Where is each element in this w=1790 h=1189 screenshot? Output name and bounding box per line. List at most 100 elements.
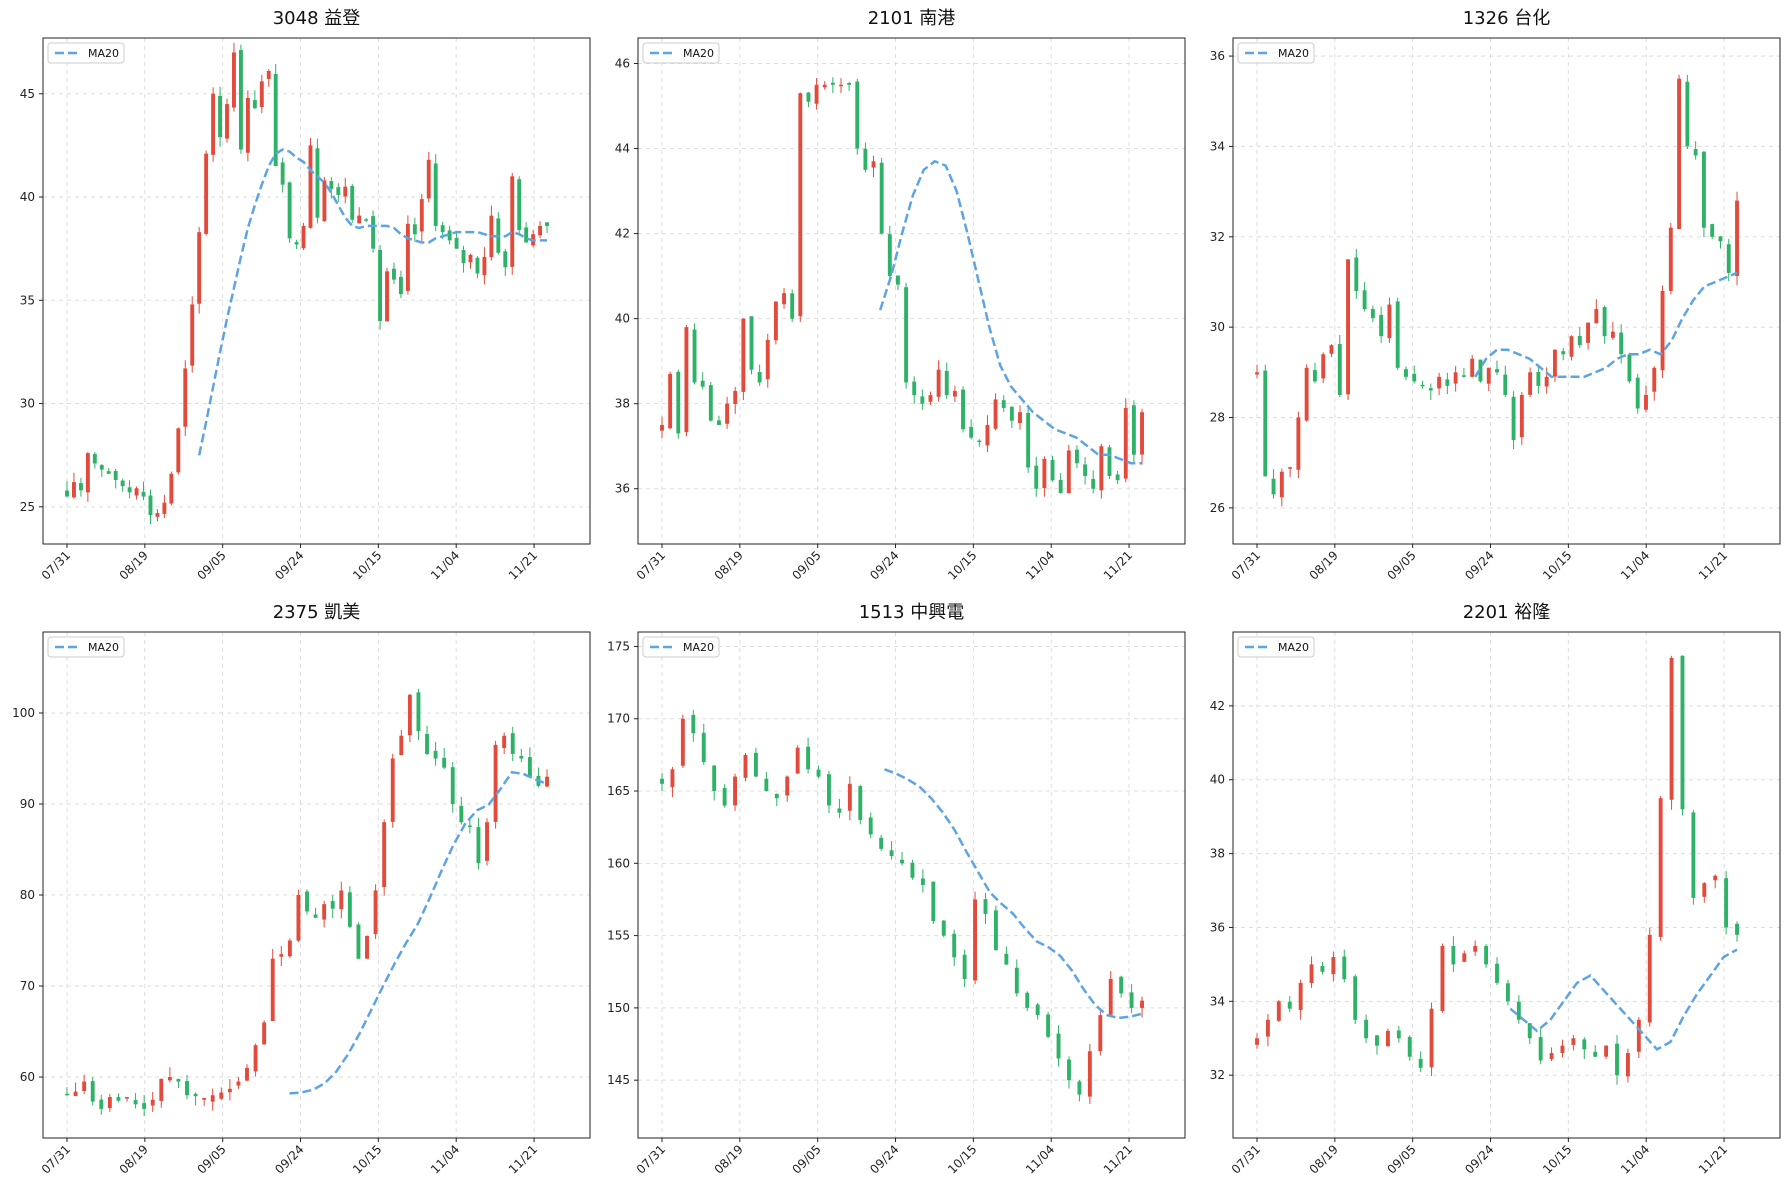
chart-title: 1326 台化 [1463, 8, 1551, 29]
candle-body [773, 301, 778, 341]
candle-body [1701, 151, 1706, 228]
legend-box [642, 636, 720, 658]
x-tick-label: 11/21 [1101, 548, 1135, 582]
candle-body [944, 370, 949, 396]
candle [1056, 1025, 1061, 1067]
candle-body [476, 827, 481, 864]
candle [1511, 391, 1516, 449]
candle-body [183, 368, 188, 427]
candle [343, 177, 348, 204]
candle-body [1625, 1053, 1630, 1077]
candle [1668, 222, 1673, 295]
candle [1602, 305, 1607, 344]
y-tick-label: 70 [20, 979, 35, 993]
candle [962, 949, 967, 988]
candle [1593, 1045, 1598, 1058]
candle-body [90, 1081, 95, 1102]
candle-body [1025, 992, 1030, 1008]
x-tick-label: 08/19 [1307, 548, 1341, 582]
candle [733, 386, 738, 414]
candle-body [475, 257, 480, 274]
candle-body [1461, 375, 1466, 377]
plot-frame [1232, 37, 1781, 545]
x-tick-label: 11/21 [506, 548, 540, 582]
candle-body [150, 1099, 155, 1106]
x-tick-label: 09/05 [194, 1142, 228, 1176]
candle [459, 796, 464, 825]
candle-body [365, 935, 369, 959]
candle [782, 287, 786, 309]
candle-body [1263, 370, 1268, 477]
candle [969, 419, 974, 440]
candle-body [692, 329, 697, 383]
candle [879, 834, 884, 852]
candle [1354, 248, 1359, 299]
candle [1693, 141, 1698, 160]
candle [148, 489, 153, 525]
candle-body [329, 181, 334, 189]
y-tick-label: 34 [1210, 139, 1225, 153]
candle-body [190, 304, 195, 366]
candle [485, 818, 489, 866]
candle-body [1702, 883, 1707, 897]
candle [183, 360, 188, 436]
candle [1735, 191, 1739, 286]
candle [127, 480, 132, 499]
x-tick-label: 09/24 [867, 548, 901, 582]
candle [1123, 398, 1128, 483]
candle-body [1329, 345, 1334, 354]
candle [347, 886, 352, 929]
candle-body [712, 765, 717, 792]
candle-body [900, 859, 904, 864]
candle-body [1724, 878, 1729, 928]
candle-body [1083, 464, 1088, 476]
candle-body [1484, 946, 1489, 965]
candle [398, 270, 403, 299]
candle [65, 1087, 69, 1096]
candle-body [700, 380, 705, 387]
x-tick-label: 10/15 [1540, 1142, 1574, 1176]
candle-body [1042, 458, 1047, 489]
ma20-line [884, 768, 1143, 1020]
candle-body [440, 225, 445, 233]
candle-body [253, 1045, 258, 1072]
plot-frame [1232, 631, 1781, 1139]
candle-body [1602, 307, 1607, 337]
candle-body [757, 372, 762, 383]
candle [1718, 235, 1723, 249]
candle-body [493, 744, 498, 822]
candle [461, 245, 466, 273]
candle [733, 773, 737, 811]
candle [1691, 810, 1696, 905]
candle [517, 176, 522, 234]
candle [356, 922, 361, 960]
candle [467, 819, 472, 834]
candle [863, 142, 868, 173]
candle-body [785, 776, 790, 796]
candle [280, 157, 285, 193]
candle [405, 215, 410, 295]
candle-body [1713, 875, 1718, 881]
candle [1046, 1011, 1051, 1039]
candle-body [1519, 394, 1524, 438]
candle [1009, 406, 1014, 429]
candle-body [1560, 1045, 1565, 1053]
y-tick-label: 100 [12, 706, 35, 720]
x-tick-label: 09/05 [194, 548, 228, 582]
candle-body [347, 892, 352, 927]
candle [197, 227, 202, 314]
candle [795, 745, 800, 774]
x-tick-label: 07/31 [634, 548, 668, 582]
candle-body [116, 1097, 121, 1101]
candle-body [1108, 978, 1113, 1015]
candle [294, 239, 299, 249]
candle [895, 275, 900, 291]
x-tick-label: 10/15 [945, 548, 979, 582]
candle [931, 881, 936, 924]
candle-body [287, 940, 292, 957]
candle-body [1298, 982, 1303, 1010]
candle [1337, 334, 1342, 398]
y-tick-label: 150 [607, 1001, 630, 1015]
x-tick-label: 09/05 [1384, 1142, 1418, 1176]
x-tick-label: 09/05 [789, 548, 823, 582]
